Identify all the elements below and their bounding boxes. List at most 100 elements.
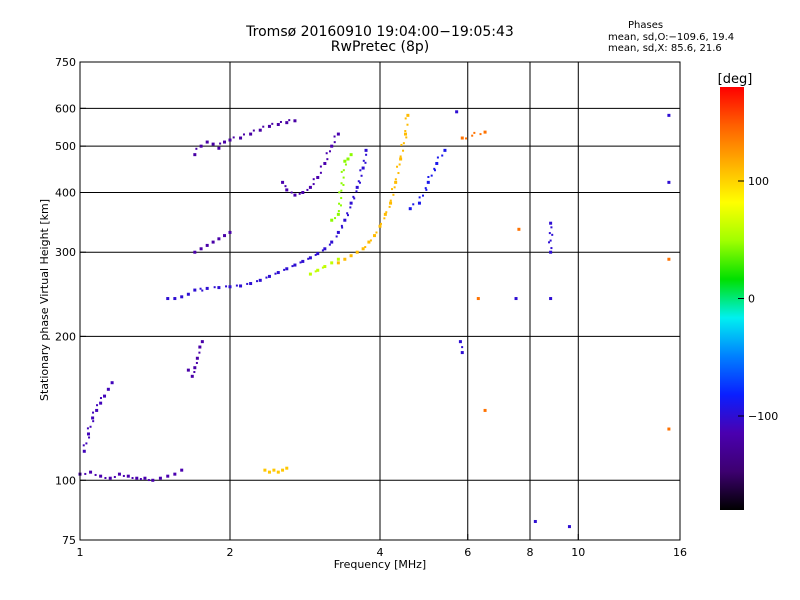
x-tick-label: 4 [377, 546, 384, 559]
data-point [319, 171, 322, 174]
data-point [274, 272, 277, 275]
data-point [276, 271, 280, 275]
data-point [340, 197, 343, 200]
data-point [403, 132, 407, 136]
data-point [358, 181, 361, 184]
data-point [263, 468, 267, 472]
x-tick-label: 1 [77, 546, 84, 559]
data-point [424, 187, 427, 190]
y-tick-label: 600 [55, 102, 76, 115]
data-point [433, 167, 436, 170]
data-point [365, 153, 368, 156]
data-point [92, 411, 95, 414]
data-point [479, 133, 482, 136]
data-point [335, 235, 338, 238]
data-point [293, 263, 297, 267]
data-point [186, 292, 190, 296]
data-point [323, 161, 327, 165]
colorbar-label: [deg] [718, 72, 753, 87]
data-point [333, 141, 336, 144]
data-point [113, 475, 116, 478]
data-point [117, 472, 121, 476]
data-point [326, 158, 329, 161]
data-point [330, 261, 334, 265]
y-axis-label: Stationary phase Virtual Height [km] [38, 199, 51, 401]
data-point [397, 172, 400, 175]
data-point [246, 282, 249, 285]
data-point [336, 132, 340, 136]
data-point [306, 188, 309, 191]
data-point [193, 288, 197, 292]
data-point [667, 257, 671, 261]
data-point [199, 247, 203, 251]
y-tick-label: 75 [62, 534, 76, 547]
data-point [471, 134, 474, 137]
data-point [373, 234, 377, 238]
data-point [342, 169, 345, 172]
data-point [195, 356, 199, 360]
data-point [308, 256, 312, 260]
data-point [417, 201, 421, 205]
data-point [158, 476, 162, 480]
data-point [193, 366, 197, 370]
data-point [279, 120, 282, 123]
data-point [346, 214, 349, 217]
data-point [426, 180, 430, 184]
data-point [405, 136, 408, 139]
data-point [355, 185, 359, 189]
data-point [396, 165, 399, 168]
data-point [211, 240, 215, 244]
data-point [394, 178, 397, 181]
data-point [402, 142, 405, 145]
data-point [205, 286, 209, 290]
data-point [465, 137, 468, 140]
data-point [337, 210, 340, 213]
data-point [389, 201, 393, 205]
phase-stats-o-mode: mean, sd,O:−109.6, 19.4 [608, 32, 735, 43]
data-point [223, 140, 227, 144]
data-point [375, 231, 378, 234]
data-point [290, 191, 293, 194]
data-point [147, 479, 150, 482]
data-point [319, 165, 322, 168]
data-point [549, 239, 552, 242]
data-point [284, 185, 287, 188]
data-point [427, 175, 430, 178]
x-tick-label: 8 [527, 546, 534, 559]
data-point [285, 267, 289, 271]
data-point [299, 261, 302, 264]
data-point [383, 217, 386, 220]
grid-lines [80, 62, 680, 540]
data-point [338, 202, 341, 205]
data-point [198, 351, 201, 354]
data-points [78, 110, 671, 529]
data-point [517, 227, 521, 231]
data-point [461, 346, 464, 349]
data-point [91, 416, 95, 420]
data-point [349, 201, 353, 205]
data-point [443, 148, 447, 152]
data-point [239, 136, 243, 140]
data-point [404, 117, 407, 120]
data-point [549, 297, 553, 301]
data-point [110, 381, 114, 385]
chart-title: Tromsø 20160910 19:04:00−19:05:43 [246, 24, 514, 40]
data-point [92, 420, 95, 423]
data-point [336, 261, 340, 265]
data-point [316, 175, 320, 179]
data-point [89, 470, 93, 474]
data-point [430, 174, 433, 177]
data-point [333, 135, 336, 138]
data-point [441, 154, 444, 157]
data-point [195, 147, 198, 150]
data-point [378, 224, 382, 228]
colorbar-tick-label: 0 [748, 293, 755, 306]
data-point [82, 449, 86, 453]
data-point [283, 268, 286, 271]
data-point [249, 132, 253, 136]
data-point [399, 157, 403, 161]
data-point [340, 182, 343, 185]
data-point [151, 478, 155, 482]
